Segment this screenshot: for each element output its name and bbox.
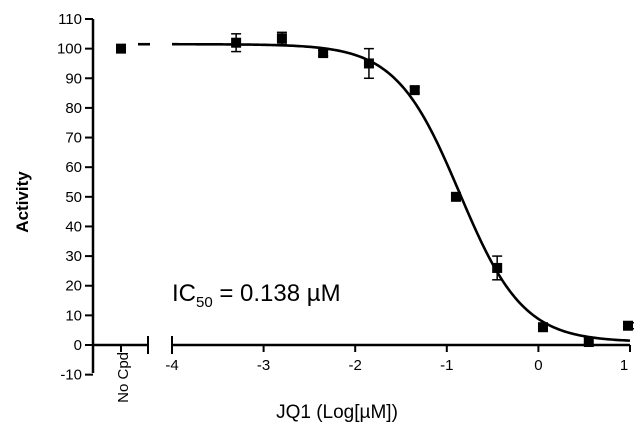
x-axis-title: JQ1 (Log[µM]) (276, 402, 398, 423)
data-point (363, 58, 374, 69)
y-tick-label: 60 (65, 159, 82, 176)
data-point (492, 262, 503, 273)
y-tick-label: 70 (65, 130, 82, 147)
fit-curve (172, 42, 631, 342)
no-cpd-point (116, 43, 126, 54)
data-point (318, 48, 329, 59)
y-tick-label: 50 (65, 189, 82, 206)
data-point (409, 85, 420, 96)
x-tick-label: -1 (440, 357, 453, 374)
data-point (623, 320, 633, 331)
y-tick-label: 0 (74, 337, 82, 354)
y-axis-title: Activity (13, 171, 32, 233)
y-tick-label: -10 (60, 367, 82, 384)
y-tick-label: 90 (65, 70, 82, 87)
y-tick-label: 30 (65, 248, 82, 265)
y-tick-label: 80 (65, 100, 82, 117)
no-cpd-label: No Cpd (115, 352, 132, 403)
y-tick-label: 110 (58, 11, 82, 28)
x-ticks: -4 -3 -2 -1 0 1 (120, 336, 631, 374)
x-tick-label: 0 (534, 357, 542, 374)
y-ticks: -10 0 10 20 30 40 50 60 70 80 90 100 110 (57, 11, 93, 384)
ic50-prefix: IC (172, 280, 196, 307)
data-point (450, 191, 461, 202)
data-point (583, 337, 594, 348)
axes (91, 19, 630, 373)
ic50-annotation: IC50 = 0.138 µM (172, 280, 341, 311)
y-tick-label: 20 (65, 278, 82, 295)
ic50-subscript: 50 (196, 294, 213, 311)
fit-curve-group (138, 42, 631, 342)
x-tick-label: -2 (349, 357, 362, 374)
data-point (276, 33, 287, 44)
data-point (537, 322, 548, 333)
x-tick-label: 1 (620, 357, 628, 374)
x-tick-label: -4 (165, 357, 178, 374)
y-tick-label: 100 (57, 41, 82, 58)
x-tick-label: -3 (257, 357, 270, 374)
ic50-value: = 0.138 µM (213, 280, 341, 307)
y-tick-label: 10 (65, 307, 82, 324)
data-point (231, 37, 242, 48)
data-points-group (116, 31, 634, 348)
y-tick-label: 40 (65, 218, 82, 235)
